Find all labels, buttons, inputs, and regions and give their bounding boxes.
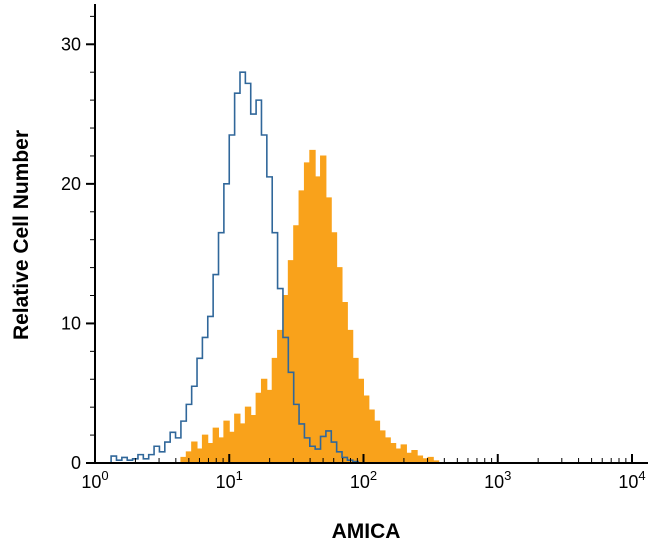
y-axis-title: Relative Cell Number (10, 129, 33, 341)
x-tick-label: 104 (618, 468, 645, 492)
open-blue-histogram (110, 71, 359, 463)
x-tick-label: 102 (350, 468, 377, 492)
x-tick-label: 103 (484, 468, 511, 492)
x-axis-title: AMICA (331, 520, 401, 543)
x-tick-label: 100 (81, 468, 108, 492)
y-tick-label: 30 (61, 34, 81, 54)
y-tick-label: 10 (61, 313, 81, 333)
y-tick-label: 20 (61, 174, 81, 194)
filled-orange-histogram (180, 149, 440, 464)
y-tick-label: 0 (71, 453, 81, 473)
x-tick-label: 101 (216, 468, 243, 492)
